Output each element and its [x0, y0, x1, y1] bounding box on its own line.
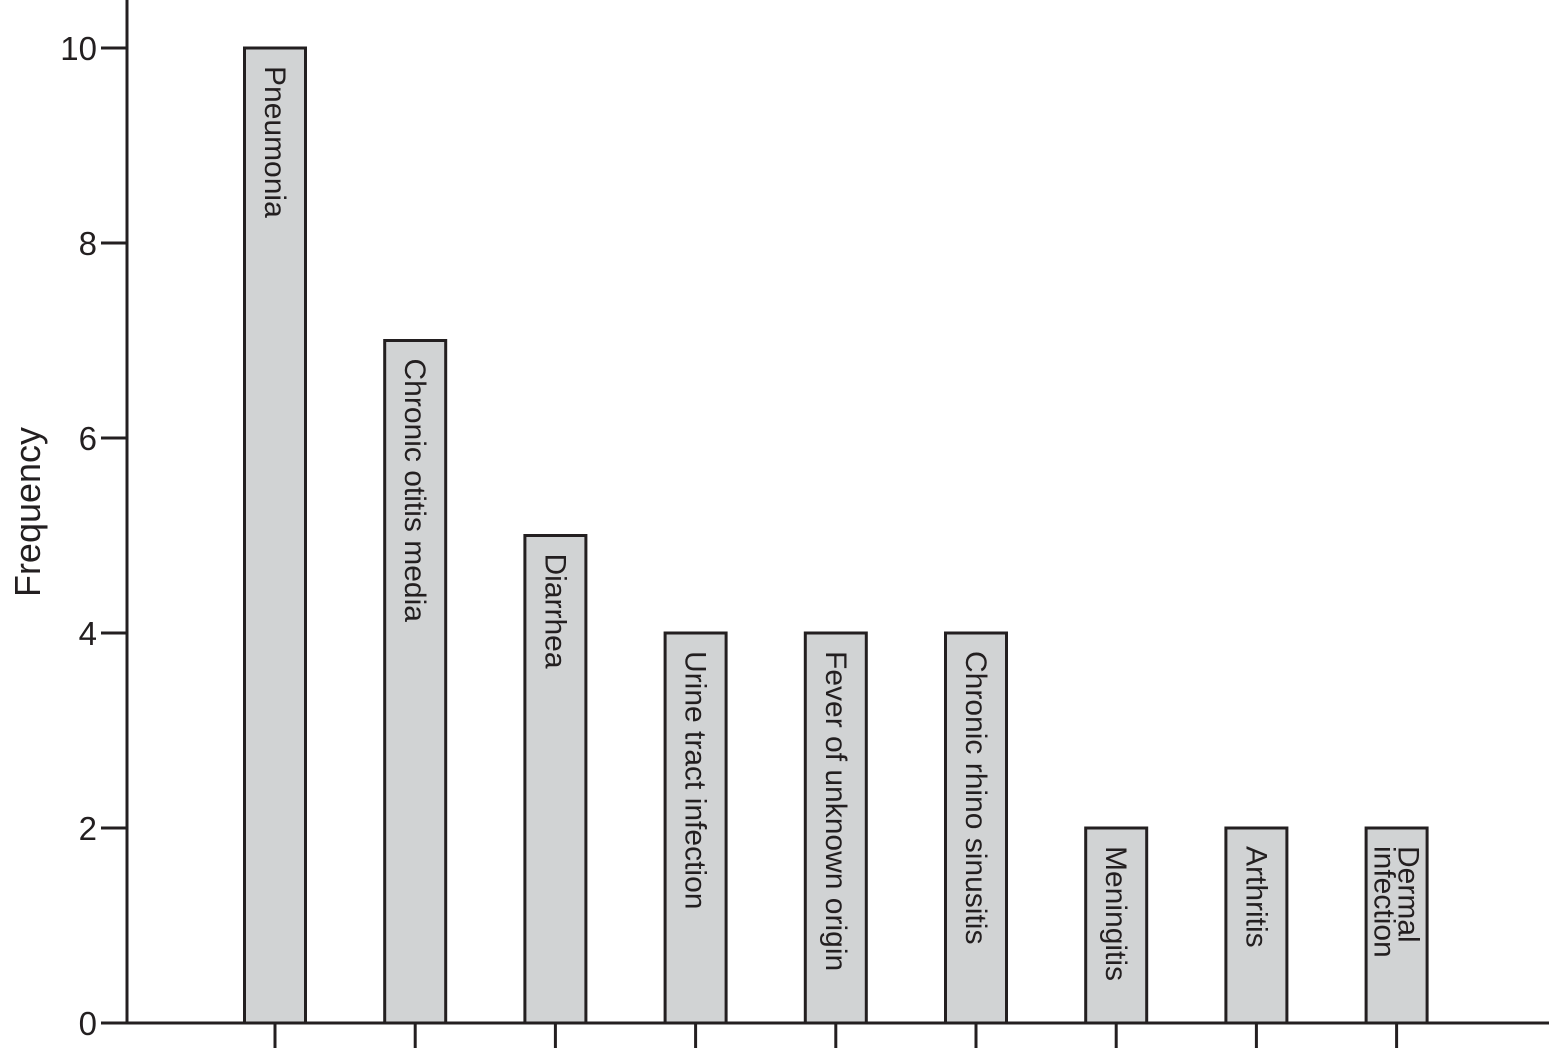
bar-label-chronic-otitis-media: Chronic otitis media [398, 359, 431, 623]
bar-chronic-rhino-sinusitis [944, 631, 1008, 1025]
bars [243, 46, 1429, 1025]
y-axis-title: Frequency [7, 427, 48, 597]
y-tick-label-0: 0 [79, 1005, 97, 1042]
y-tick-label-8: 8 [79, 225, 97, 262]
bar-chronic-otitis-media [383, 339, 448, 1025]
bar-urine-tract-infection [663, 631, 728, 1025]
bar-label-arthritis: Arthritis [1239, 846, 1272, 948]
bar-label-fever-of-unknown-origin: Fever of unknown origin [819, 651, 852, 971]
y-tick-label-6: 6 [79, 420, 97, 457]
bar-label-chronic-rhino-sinusitis: Chronic rhino sinusitis [959, 651, 992, 944]
y-tick-label-2: 2 [79, 810, 97, 847]
bar-dermal-infection [1364, 826, 1429, 1025]
y-tick-label-4: 4 [79, 615, 97, 652]
y-tick-label-10: 10 [60, 30, 97, 67]
bar-label-dermal-infection: Dermalinfection [1368, 846, 1425, 958]
bar-fever-of-unknown-origin [803, 631, 868, 1025]
bar-meningitis [1084, 826, 1149, 1025]
y-ticks: 0 2 4 6 8 10 [60, 30, 127, 1042]
x-ticks [273, 1023, 1399, 1048]
bar-labels: Pneumonia Chronic otitis media Diarrhea Uri… [258, 66, 1425, 981]
bar-pneumonia [243, 46, 307, 1025]
bar-label-pneumonia: Pneumonia [258, 66, 291, 218]
bar-label-meningitis: Meningitis [1099, 846, 1132, 981]
bar-label-diarrhea: Diarrhea [538, 554, 571, 669]
bar-diarrhea [523, 534, 588, 1025]
bar-arthritis [1224, 826, 1289, 1025]
bar-label-urine-tract-infection: Urine tract infection [679, 651, 712, 909]
